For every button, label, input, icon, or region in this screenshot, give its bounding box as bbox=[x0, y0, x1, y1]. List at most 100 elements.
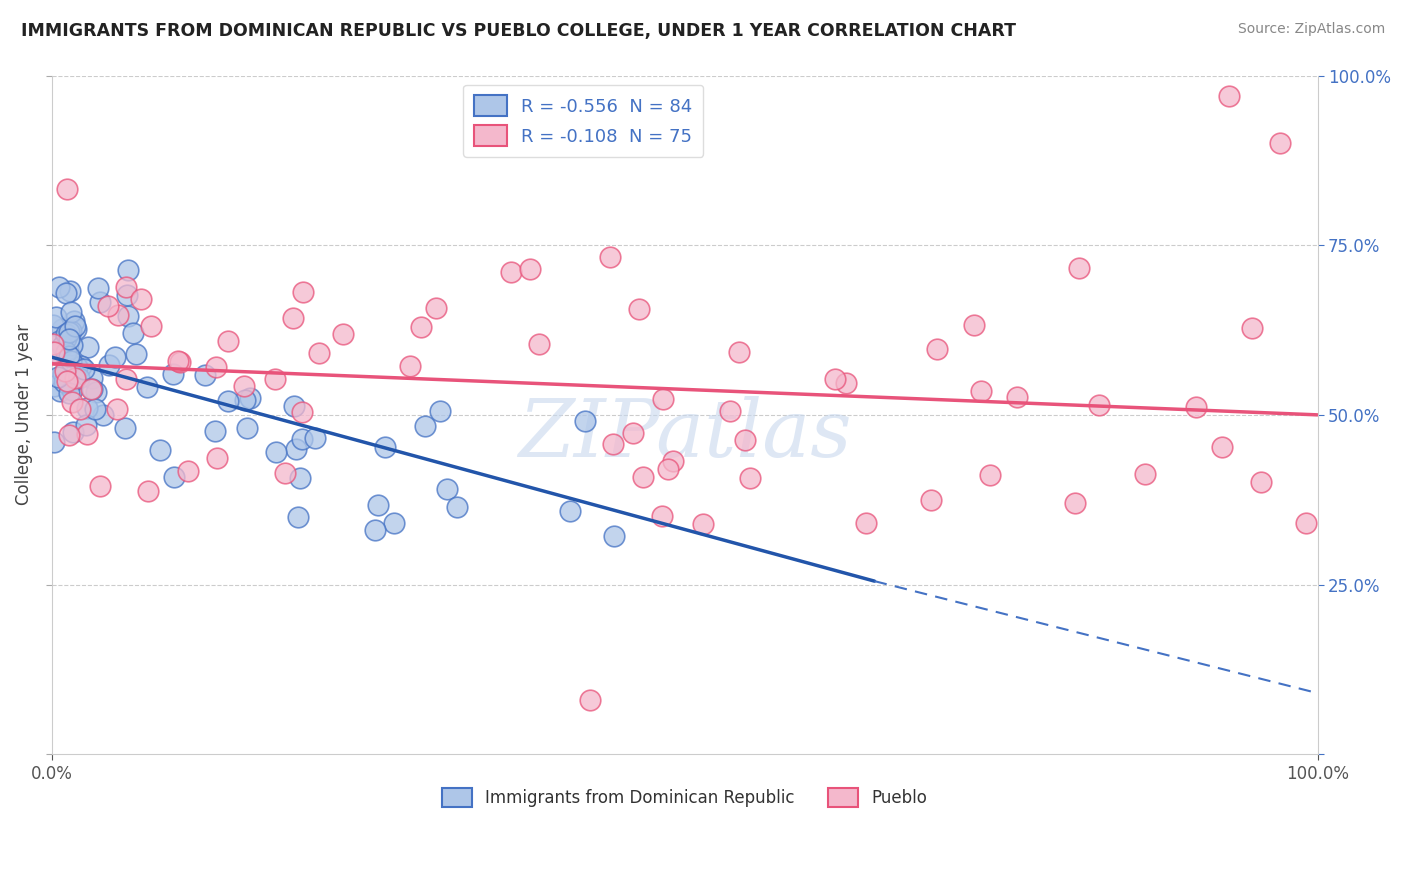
Point bbox=[205, 451, 228, 466]
Point bbox=[59, 305, 82, 319]
Point bbox=[69, 401, 91, 416]
Point bbox=[125, 347, 148, 361]
Point bbox=[835, 376, 858, 391]
Point bbox=[76, 401, 98, 415]
Point bbox=[217, 334, 239, 348]
Point bbox=[91, 408, 114, 422]
Point bbox=[574, 414, 596, 428]
Point bbox=[58, 349, 80, 363]
Point bbox=[633, 470, 655, 484]
Point bbox=[1211, 440, 1233, 454]
Point bbox=[63, 319, 86, 334]
Point bbox=[60, 354, 83, 368]
Point bbox=[51, 368, 73, 382]
Point bbox=[264, 445, 287, 459]
Point bbox=[399, 359, 422, 373]
Point bbox=[107, 308, 129, 322]
Point bbox=[263, 372, 285, 386]
Point bbox=[55, 345, 77, 359]
Point bbox=[236, 420, 259, 434]
Point bbox=[1005, 390, 1028, 404]
Point bbox=[1218, 88, 1240, 103]
Legend: Immigrants from Dominican Republic, Pueblo: Immigrants from Dominican Republic, Pueb… bbox=[436, 781, 934, 814]
Point bbox=[135, 379, 157, 393]
Point bbox=[60, 395, 83, 409]
Point bbox=[217, 393, 239, 408]
Point bbox=[139, 319, 162, 334]
Point bbox=[55, 331, 77, 345]
Point bbox=[287, 510, 309, 524]
Point bbox=[48, 334, 70, 348]
Point bbox=[239, 391, 262, 405]
Point bbox=[233, 379, 256, 393]
Point bbox=[740, 471, 762, 485]
Point bbox=[59, 324, 82, 338]
Point bbox=[87, 281, 110, 295]
Point bbox=[194, 368, 217, 383]
Point bbox=[52, 375, 75, 389]
Point bbox=[425, 301, 447, 315]
Point bbox=[560, 504, 582, 518]
Point bbox=[42, 379, 65, 393]
Point bbox=[117, 310, 139, 324]
Point bbox=[58, 325, 80, 339]
Point bbox=[84, 384, 107, 399]
Point bbox=[104, 351, 127, 365]
Point bbox=[602, 437, 624, 451]
Point bbox=[63, 373, 86, 387]
Point bbox=[44, 345, 66, 359]
Point bbox=[579, 693, 602, 707]
Point bbox=[415, 418, 437, 433]
Point bbox=[59, 284, 82, 298]
Point bbox=[167, 353, 190, 368]
Point bbox=[66, 359, 89, 374]
Point bbox=[62, 365, 84, 379]
Point bbox=[42, 337, 65, 351]
Point bbox=[49, 384, 72, 399]
Point bbox=[83, 402, 105, 417]
Point bbox=[63, 370, 86, 384]
Point bbox=[76, 340, 98, 354]
Point bbox=[855, 516, 877, 531]
Point bbox=[121, 326, 143, 341]
Point bbox=[177, 464, 200, 478]
Point bbox=[67, 371, 90, 385]
Point bbox=[42, 435, 65, 450]
Point bbox=[60, 383, 83, 397]
Point bbox=[411, 319, 433, 334]
Point bbox=[162, 368, 184, 382]
Point bbox=[55, 326, 77, 341]
Point bbox=[651, 508, 673, 523]
Point bbox=[72, 362, 94, 376]
Point bbox=[499, 265, 522, 279]
Point bbox=[233, 392, 256, 407]
Point bbox=[332, 327, 354, 342]
Point bbox=[292, 285, 315, 299]
Point bbox=[527, 337, 550, 351]
Point bbox=[283, 399, 305, 413]
Point bbox=[970, 384, 993, 398]
Point bbox=[364, 524, 387, 538]
Point bbox=[58, 427, 80, 442]
Point bbox=[308, 346, 330, 360]
Point bbox=[56, 363, 79, 377]
Point bbox=[1268, 136, 1291, 151]
Point bbox=[1240, 321, 1263, 335]
Point bbox=[281, 311, 304, 326]
Point bbox=[692, 517, 714, 532]
Point bbox=[51, 339, 73, 353]
Point bbox=[204, 424, 226, 438]
Point bbox=[519, 262, 541, 277]
Point bbox=[920, 492, 942, 507]
Point bbox=[114, 372, 136, 386]
Point bbox=[115, 287, 138, 301]
Point bbox=[382, 516, 405, 531]
Point bbox=[51, 322, 73, 336]
Point bbox=[149, 443, 172, 458]
Point bbox=[963, 318, 986, 332]
Point bbox=[82, 371, 104, 385]
Point bbox=[80, 382, 103, 396]
Point bbox=[89, 294, 111, 309]
Point bbox=[42, 345, 65, 359]
Point bbox=[114, 421, 136, 435]
